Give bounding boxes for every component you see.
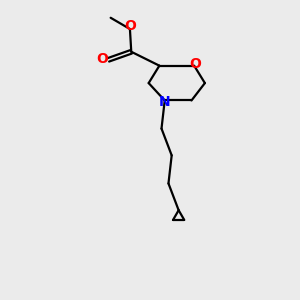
Text: O: O <box>189 57 201 71</box>
Text: O: O <box>97 52 109 66</box>
Text: N: N <box>159 95 170 109</box>
Text: O: O <box>124 19 136 32</box>
